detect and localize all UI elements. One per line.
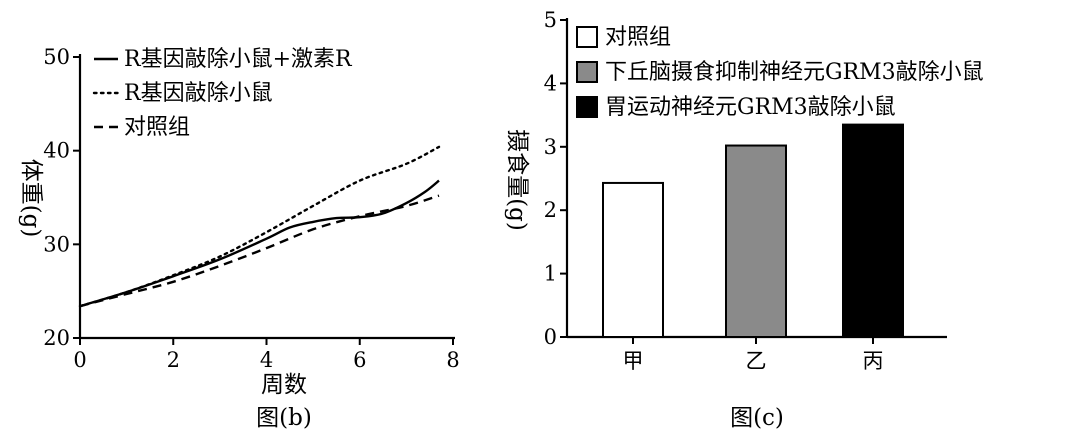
b-x-ticks: 0 2 4 6 8 — [73, 338, 460, 372]
c-bars — [602, 123, 904, 338]
c-legend-label: 下丘脑摄食抑制神经元GRM3敲除小鼠 — [605, 60, 984, 85]
c-caption: 图(c) — [730, 405, 784, 431]
b-x-tick-label: 6 — [353, 348, 366, 372]
b-caption: 图(b) — [256, 405, 312, 431]
b-x-tick-label: 2 — [167, 348, 180, 372]
c-y-ticks: 0 1 2 3 4 5 — [544, 8, 567, 349]
b-series-line-2 — [79, 194, 440, 308]
c-y-tick-label: 5 — [544, 8, 557, 32]
b-legend-label: 对照组 — [124, 115, 190, 140]
b-series-line-0 — [79, 179, 440, 308]
c-x-tick-label: 丙 — [863, 349, 884, 373]
c-x-tick-label: 甲 — [623, 349, 644, 373]
b-y-tick-label: 50 — [43, 45, 70, 69]
b-series-line-1 — [78, 145, 441, 308]
c-legend-swatch — [576, 26, 598, 48]
b-y-tick-label: 30 — [43, 232, 70, 256]
b-legend-label: R基因敲除小鼠+激素R — [124, 47, 353, 72]
b-y-ticks: 20 30 40 50 — [43, 45, 80, 350]
c-bar-2 — [842, 123, 904, 338]
b-legend-label: R基因敲除小鼠 — [124, 81, 273, 106]
b-series-lines — [78, 145, 441, 308]
c-bar-0 — [602, 181, 664, 338]
c-y-tick-label: 0 — [544, 325, 557, 349]
c-legend-swatch — [576, 96, 598, 118]
bar-chart-c: 0 1 2 3 4 5 甲 乙 丙 对照组下丘脑摄食抑制神经元GRM3敲除小鼠胃运动神经元GR… — [504, 8, 984, 431]
c-y-tick-label: 4 — [544, 71, 557, 95]
c-legend-label: 胃运动神经元GRM3敲除小鼠 — [605, 95, 896, 120]
b-y-tick-label: 20 — [43, 326, 70, 350]
b-y-axis-label: 体重(g) — [18, 159, 44, 238]
c-x-ticks: 甲乙丙 — [623, 337, 884, 373]
b-x-tick-label: 8 — [446, 348, 459, 372]
b-x-axis-label: 周数 — [261, 372, 307, 398]
c-bar-1 — [725, 144, 787, 338]
b-x-tick-label: 4 — [260, 348, 273, 372]
b-x-tick-label: 0 — [73, 348, 86, 372]
c-legend-swatch — [576, 61, 598, 83]
c-legend-label: 对照组 — [605, 25, 671, 50]
c-y-tick-label: 2 — [544, 198, 557, 222]
c-y-axis-label: 摄食量(g) — [504, 129, 530, 231]
c-y-tick-label: 3 — [544, 135, 557, 159]
b-y-tick-label: 40 — [43, 139, 70, 163]
c-x-tick-label: 乙 — [746, 349, 767, 373]
c-y-tick-label: 1 — [544, 262, 557, 286]
